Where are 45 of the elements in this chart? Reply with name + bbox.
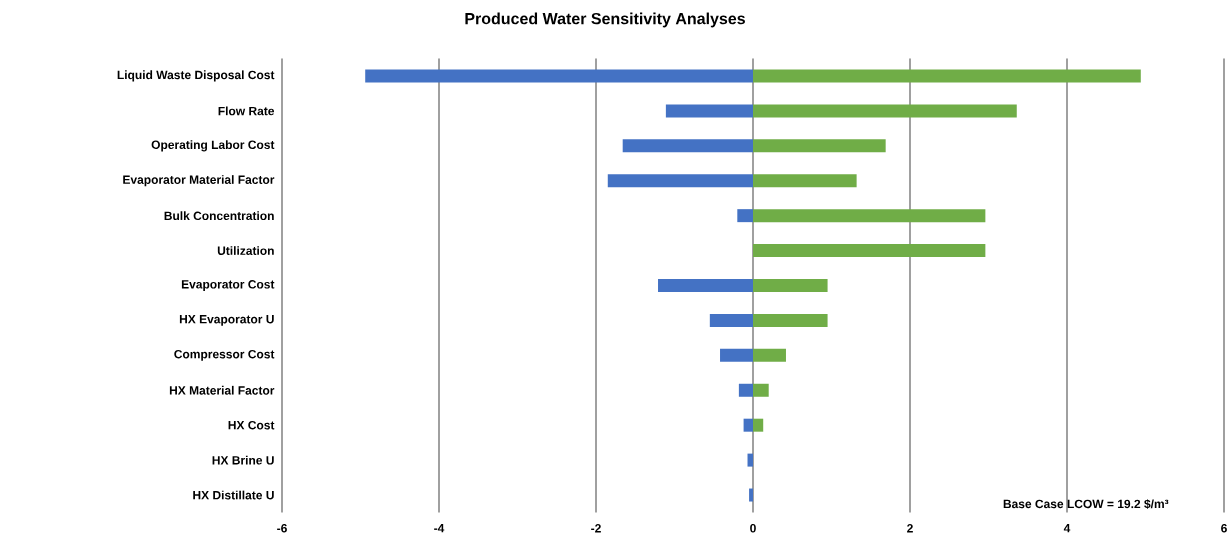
bar [753,244,986,258]
bar [607,174,753,188]
annotation: Base Case LCOW = 19.2 $/m³ [1003,499,1169,509]
bar [753,279,828,292]
x-tick-label: 2 [907,524,913,533]
y-tick-label: HX Evaporator U [179,315,274,326]
bar [658,279,753,292]
bar [622,139,753,153]
x-tick-label: 6 [1221,524,1227,533]
y-tick-label: HX Cost [228,420,275,430]
bar [738,383,753,397]
y-tick-label: Utilization [217,246,274,255]
bar [709,313,753,327]
y-tick-label: Evaporator Material Factor [123,175,275,187]
bar [747,453,753,467]
bar [753,313,828,327]
bar [665,104,753,118]
y-tick-label: Flow Rate [218,106,275,116]
y-tick-label: HX Material Factor [169,385,275,395]
y-tick-label: Compressor Cost [174,349,275,361]
x-tick-label: -6 [277,524,287,533]
bar [753,348,786,362]
bar [753,139,886,153]
y-tick-label: HX Brine U [212,455,274,465]
bar [753,209,986,223]
y-tick-label: Operating Labor Cost [151,140,275,152]
y-tick-label: Evaporator Cost [181,280,275,291]
x-tick-label: -2 [591,524,601,533]
x-tick-label: 4 [1063,524,1071,533]
bar [720,348,753,362]
bar [753,418,764,432]
bar [753,69,1141,83]
y-tick-label: HX Distillate U [193,490,274,500]
x-tick-label: -4 [434,524,445,533]
y-tick-label: Liquid Waste Disposal Cost [117,70,275,82]
bar [753,174,857,188]
chart-title: Produced Water Sensitivity Analyses [465,12,745,28]
bar [737,209,753,223]
bar [365,69,753,83]
bar [749,488,753,502]
bar [743,418,753,432]
x-tick-label: 0 [750,524,756,533]
bar [753,383,769,397]
y-tick-label: Bulk Concentration [164,211,274,221]
bar [753,104,1017,118]
